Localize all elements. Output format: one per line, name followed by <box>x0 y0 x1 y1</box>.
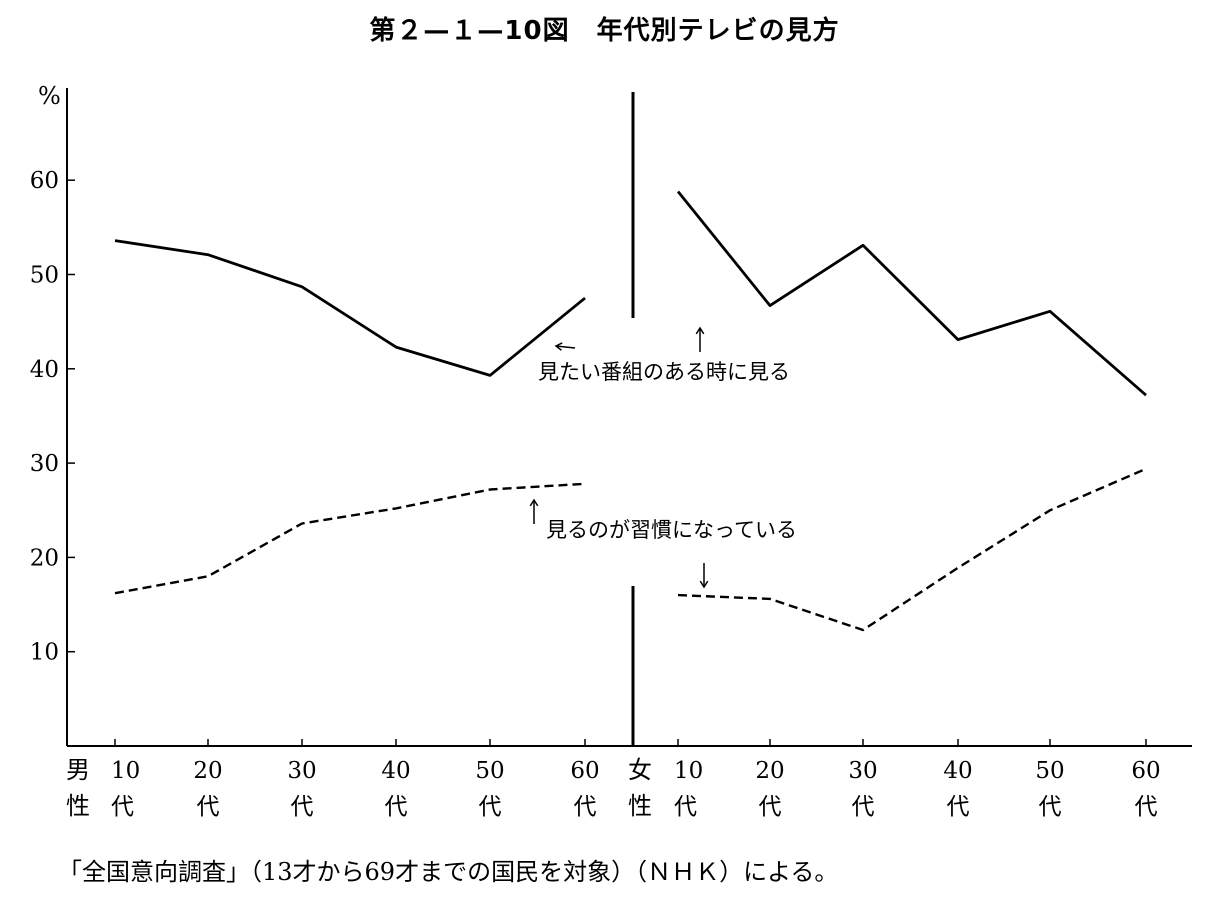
series-label-watch-when-wanted: 見たい番組のある時に見る <box>538 360 790 384</box>
x-tick-label: 10 <box>674 758 703 784</box>
gender-label-bottom: 性 <box>66 792 90 820</box>
x-tick-label: 60 <box>570 758 599 784</box>
source-footnote: 「全国意向調査」（13才から69才までの国民を対象）（ＮＨＫ）による。 <box>58 858 839 886</box>
x-tick-label: 30 <box>848 758 877 784</box>
pointer-arrow-female-bottom <box>699 563 709 589</box>
gender-label-top: 女 <box>628 756 652 784</box>
x-tick-label: 40 <box>381 758 410 784</box>
series-label-habitual: 見るのが習慣になっている <box>546 518 797 542</box>
arrow-head <box>554 342 563 351</box>
x-tick-suffix-label: 代 <box>1135 794 1158 820</box>
x-tick-suffix-label: 代 <box>674 794 697 820</box>
x-tick-suffix-label: 代 <box>1039 794 1062 820</box>
y-tick-label: 20 <box>30 545 59 571</box>
y-axis-unit-label: % <box>38 82 61 110</box>
x-tick-label: 20 <box>193 758 222 784</box>
x-tick-suffix-label: 代 <box>291 794 314 820</box>
gender-label-top: 男 <box>66 756 90 784</box>
series-line-habitual-male <box>114 482 586 595</box>
gender-label-bottom: 性 <box>628 792 652 820</box>
arrow-shaft <box>555 345 576 349</box>
series-line-watch-when-wanted-male <box>114 239 586 377</box>
series-line-watch-when-wanted-female <box>676 190 1147 397</box>
y-tick-label: 10 <box>30 640 59 666</box>
x-tick-suffix-label: 代 <box>479 794 502 820</box>
y-tick-label: 40 <box>30 357 59 383</box>
x-tick-suffix-label: 代 <box>574 794 597 820</box>
x-tick-suffix-label: 代 <box>111 794 134 820</box>
x-tick-label: 50 <box>475 758 504 784</box>
x-tick-suffix-label: 代 <box>759 794 782 820</box>
y-tick-label: 30 <box>30 451 59 477</box>
arrow-head <box>529 498 539 507</box>
x-tick-suffix-label: 代 <box>197 794 220 820</box>
x-tick-label: 30 <box>287 758 316 784</box>
x-tick-suffix-label: 代 <box>385 794 408 820</box>
pointer-arrow-male-bottom <box>529 498 539 524</box>
x-tick-label: 20 <box>755 758 784 784</box>
chart-title: 第２—１—10図 年代別テレビの見方 <box>369 16 840 46</box>
axes: %10203040506010代20代30代40代50代60代男性10代20代3… <box>30 82 1192 820</box>
x-tick-label: 50 <box>1035 758 1064 784</box>
y-tick-label: 50 <box>30 263 59 289</box>
series-line-habitual-female <box>677 467 1147 632</box>
y-tick-label: 60 <box>30 168 59 194</box>
arrow-head <box>695 326 705 335</box>
pointer-arrow-male-top <box>554 342 576 351</box>
arrow-head <box>699 580 709 589</box>
x-tick-suffix-label: 代 <box>852 794 875 820</box>
x-tick-suffix-label: 代 <box>947 794 970 820</box>
series-layer <box>114 190 1147 632</box>
x-tick-label: 10 <box>111 758 140 784</box>
x-tick-label: 40 <box>943 758 972 784</box>
x-tick-label: 60 <box>1131 758 1160 784</box>
pointer-arrow-female-top <box>695 326 705 352</box>
